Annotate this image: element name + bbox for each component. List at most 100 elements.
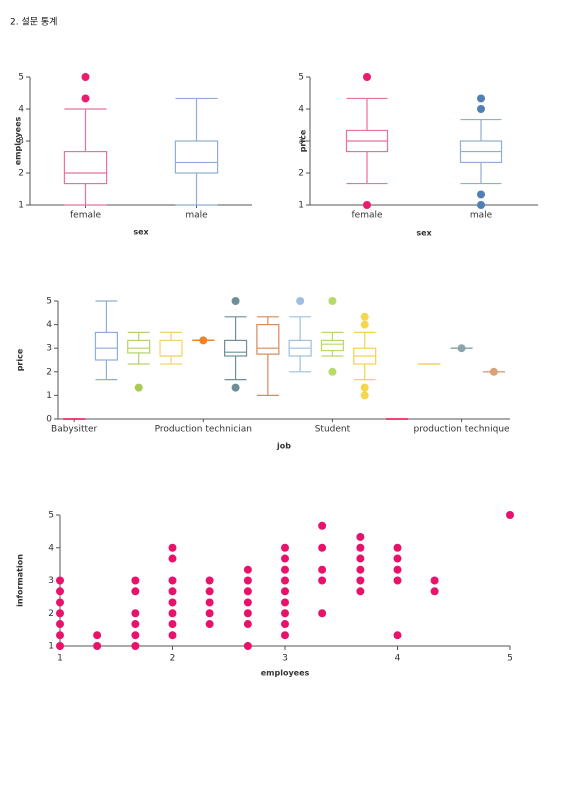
outlier <box>360 383 369 392</box>
point <box>243 598 252 607</box>
point <box>56 609 64 618</box>
box <box>256 324 280 355</box>
y-tick-label: 3 <box>18 137 24 147</box>
point <box>430 587 439 596</box>
x-tick-label: Student <box>315 425 351 435</box>
box <box>94 331 119 361</box>
outlier <box>477 94 485 103</box>
point <box>356 587 365 596</box>
outlier <box>328 367 337 376</box>
point <box>168 620 177 629</box>
outlier <box>81 94 90 103</box>
point <box>93 631 102 640</box>
y-tick-label: 4 <box>298 105 304 115</box>
point <box>205 598 214 607</box>
point <box>243 609 252 618</box>
point <box>281 565 289 574</box>
point <box>356 532 365 541</box>
y-tick-label: 3 <box>46 344 52 354</box>
point <box>205 576 214 585</box>
outlier <box>363 73 371 81</box>
x-tick-label: female <box>70 211 101 221</box>
x-axis-label: employees <box>261 669 310 678</box>
point <box>281 598 289 607</box>
y-tick-label: 5 <box>48 511 54 521</box>
outlier <box>199 336 208 345</box>
y-tick-label: 1 <box>18 201 24 211</box>
point <box>56 620 64 629</box>
point <box>168 631 177 640</box>
outlier <box>231 297 240 305</box>
point <box>131 587 140 596</box>
y-axis-label: information <box>16 554 25 607</box>
y-tick-label: 5 <box>18 73 24 83</box>
point <box>131 609 140 618</box>
x-axis-label: job <box>276 442 291 451</box>
box <box>63 150 108 185</box>
outlier <box>81 73 90 81</box>
point <box>356 565 365 574</box>
page-title: 2. 설문 통계 <box>10 16 57 28</box>
point <box>281 554 289 563</box>
point <box>281 576 289 585</box>
point <box>356 543 365 552</box>
x-tick-label: 1 <box>57 654 63 664</box>
point <box>318 609 327 618</box>
outlier <box>360 320 369 329</box>
point <box>168 554 177 563</box>
y-tick-label: 4 <box>48 543 54 553</box>
point <box>281 609 289 618</box>
box <box>159 339 183 357</box>
point <box>93 642 102 650</box>
x-tick-label: production technique <box>414 425 511 435</box>
point <box>393 565 402 574</box>
x-tick-label: 4 <box>395 654 401 664</box>
outlier <box>477 105 485 113</box>
outlier <box>360 312 369 321</box>
point <box>56 598 64 607</box>
point <box>356 554 365 563</box>
point <box>205 609 214 618</box>
y-tick-label: 1 <box>298 201 304 211</box>
point <box>168 587 177 596</box>
point <box>56 642 64 650</box>
y-tick-label: 3 <box>298 137 304 147</box>
y-tick-label: 5 <box>46 297 52 307</box>
x-axis-label: sex <box>133 228 149 237</box>
point <box>243 642 252 650</box>
x-tick-label: female <box>351 211 382 221</box>
point <box>393 631 402 640</box>
outlier <box>477 190 485 199</box>
outlier <box>360 391 369 400</box>
y-tick-label: 2 <box>298 169 304 179</box>
y-tick-label: 2 <box>48 609 54 619</box>
point <box>168 576 177 585</box>
outlier <box>296 297 305 305</box>
box <box>174 140 219 174</box>
point <box>168 543 177 552</box>
outlier <box>489 367 498 376</box>
point <box>131 620 140 629</box>
point <box>318 543 327 552</box>
point <box>281 587 289 596</box>
point <box>131 642 140 650</box>
y-tick-label: 5 <box>298 73 304 83</box>
point <box>318 521 327 530</box>
y-tick-label: 0 <box>46 415 52 425</box>
point <box>205 587 214 596</box>
outlier <box>363 201 371 209</box>
point <box>243 576 252 585</box>
point <box>393 576 402 585</box>
y-tick-label: 1 <box>46 391 52 401</box>
y-axis-label: price <box>16 348 25 371</box>
y-tick-label: 4 <box>46 320 52 330</box>
y-axis-label: employees <box>14 116 23 165</box>
point <box>168 609 177 618</box>
x-tick-label: male <box>470 211 493 221</box>
y-tick-label: 4 <box>18 105 24 115</box>
y-tick-label: 2 <box>18 169 24 179</box>
point <box>318 576 327 585</box>
box <box>320 339 345 352</box>
y-tick-label: 1 <box>48 642 54 652</box>
